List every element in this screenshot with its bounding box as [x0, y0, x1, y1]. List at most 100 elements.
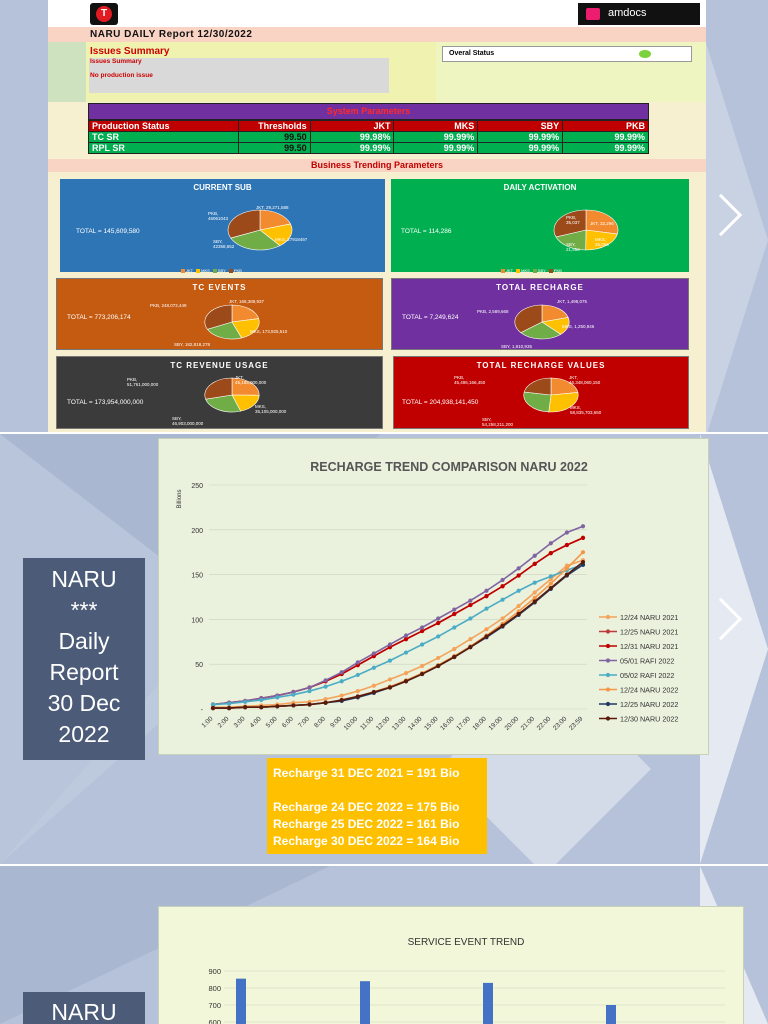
x-tick-label: 3:00 [233, 715, 247, 729]
cell: 99.50 [237, 131, 311, 143]
data-point [339, 693, 344, 698]
data-point [580, 559, 586, 565]
amdocs-logo: amdocs [578, 3, 700, 25]
col-thresholds: Thresholds [237, 120, 311, 132]
data-point [371, 683, 376, 688]
slide-caption: NARU [23, 992, 145, 1024]
data-point [548, 585, 553, 591]
data-point [548, 574, 553, 579]
data-point [564, 566, 570, 571]
kpi-card-total: TOTAL = 204,938,141,450 [402, 399, 479, 406]
legend-label: MKS [521, 268, 530, 273]
data-point [387, 677, 393, 682]
pie-legend: JKT MKS SBY PKB [498, 268, 562, 273]
legend-marker [605, 701, 611, 707]
x-tick-label: 21:00 [520, 715, 537, 732]
series-line [213, 561, 584, 709]
pie-legend: JKT MKS SBY PKB [178, 268, 242, 273]
pie-label: SBY, 54,258,211,200 [482, 417, 513, 427]
data-point [403, 650, 409, 655]
legend-label: 05/01 RAFI 2022 [620, 657, 674, 666]
legend-label: 12/25 NARU 2021 [620, 628, 678, 637]
row-label: TC SR [88, 131, 239, 143]
data-point [420, 671, 425, 677]
data-point [291, 703, 296, 708]
x-tick-label: 22:00 [536, 715, 553, 732]
pie-label: MKS, 35,105,000,000 [255, 404, 287, 414]
data-point [580, 535, 586, 540]
kpi-card-title: TC REVENUE USAGE [170, 361, 269, 370]
data-point [516, 588, 521, 593]
pie-slice [204, 377, 233, 400]
pie-chart [553, 209, 619, 251]
bar [606, 1005, 616, 1024]
caption-line: NARU [51, 999, 117, 1024]
system-params-header: System Parameters [88, 103, 649, 120]
data-point [484, 627, 489, 632]
table-row: TC SR 99.50 99.98% 99.99% 99.99% 99.99% [88, 131, 649, 143]
data-point [210, 702, 216, 707]
legend-marker [605, 716, 611, 721]
data-point [468, 616, 473, 621]
data-point [452, 654, 457, 660]
data-point [516, 611, 521, 617]
x-tick-label: 2:00 [217, 715, 231, 729]
data-point [420, 625, 425, 630]
data-point [226, 701, 232, 706]
data-point [532, 599, 537, 604]
col-sby: SBY [477, 120, 564, 132]
legend-swatch [548, 268, 553, 273]
data-point [484, 594, 489, 599]
legend-marker [605, 672, 611, 678]
data-point [436, 634, 441, 639]
data-point [484, 606, 489, 611]
cell: 99.98% [309, 131, 395, 143]
data-point [452, 607, 457, 612]
slide-caption: NARU *** Daily Report 30 Dec 2022 [23, 558, 145, 760]
data-point [532, 580, 537, 585]
slide-service-event: NARU SERVICE EVENT TREND 600 700 800 900 [0, 866, 768, 1024]
y-tick-label: 800 [208, 984, 221, 993]
pie-slice [550, 377, 579, 396]
data-point [468, 602, 473, 608]
recharge-note: Recharge 25 DEC 2022 = 161 Bio [273, 817, 460, 831]
kpi-card-total: TOTAL = 7,249,624 [402, 314, 459, 321]
data-point [532, 595, 537, 600]
data-point [307, 688, 312, 694]
slide-report: T amdocs NARU DAILY Report 12/30/2022 Is… [0, 0, 768, 432]
report-header: T amdocs [48, 0, 706, 27]
data-point [323, 684, 328, 689]
recharge-note: Recharge 24 DEC 2022 = 175 Bio [273, 800, 460, 814]
status-panel: Overal Status [436, 42, 706, 102]
slide-recharge-trend: NARU *** Daily Report 30 Dec 2022 RECHARGE TR… [0, 434, 768, 864]
y-tick-label: 150 [191, 573, 203, 580]
x-tick-label: 1:00 [201, 715, 215, 729]
data-point [275, 695, 280, 700]
bar [483, 982, 493, 1024]
legend-label: PKB [233, 268, 242, 273]
data-point [259, 697, 264, 703]
data-point [371, 651, 376, 656]
legend-swatch [532, 268, 537, 273]
cell: 99.99% [562, 131, 649, 143]
data-point [387, 685, 393, 690]
x-tick-label: 14:00 [407, 715, 424, 732]
kpi-card: TOTAL RECHARGE VALUES TOTAL = 204,938,141… [393, 356, 689, 429]
legend-swatch [196, 268, 201, 273]
overall-status-label: Overal Status [449, 50, 495, 57]
data-point [226, 706, 232, 711]
data-point [436, 655, 441, 661]
pie-label: PKB, 35,037 [566, 215, 580, 225]
x-tick-label: 7:00 [297, 715, 311, 729]
data-point [468, 598, 473, 603]
data-point [243, 699, 248, 704]
table-row: RPL SR 99.50 99.99% 99.99% 99.99% 99.99% [88, 142, 649, 154]
legend-label: 12/24 NARU 2021 [620, 613, 678, 622]
pie-slice [520, 321, 562, 340]
data-point [468, 645, 473, 650]
pie-slice [541, 304, 569, 323]
pie-label: PKB, 45,496,166,450 [454, 375, 486, 385]
data-point [339, 697, 344, 703]
data-point [210, 706, 216, 711]
data-point [548, 581, 553, 586]
